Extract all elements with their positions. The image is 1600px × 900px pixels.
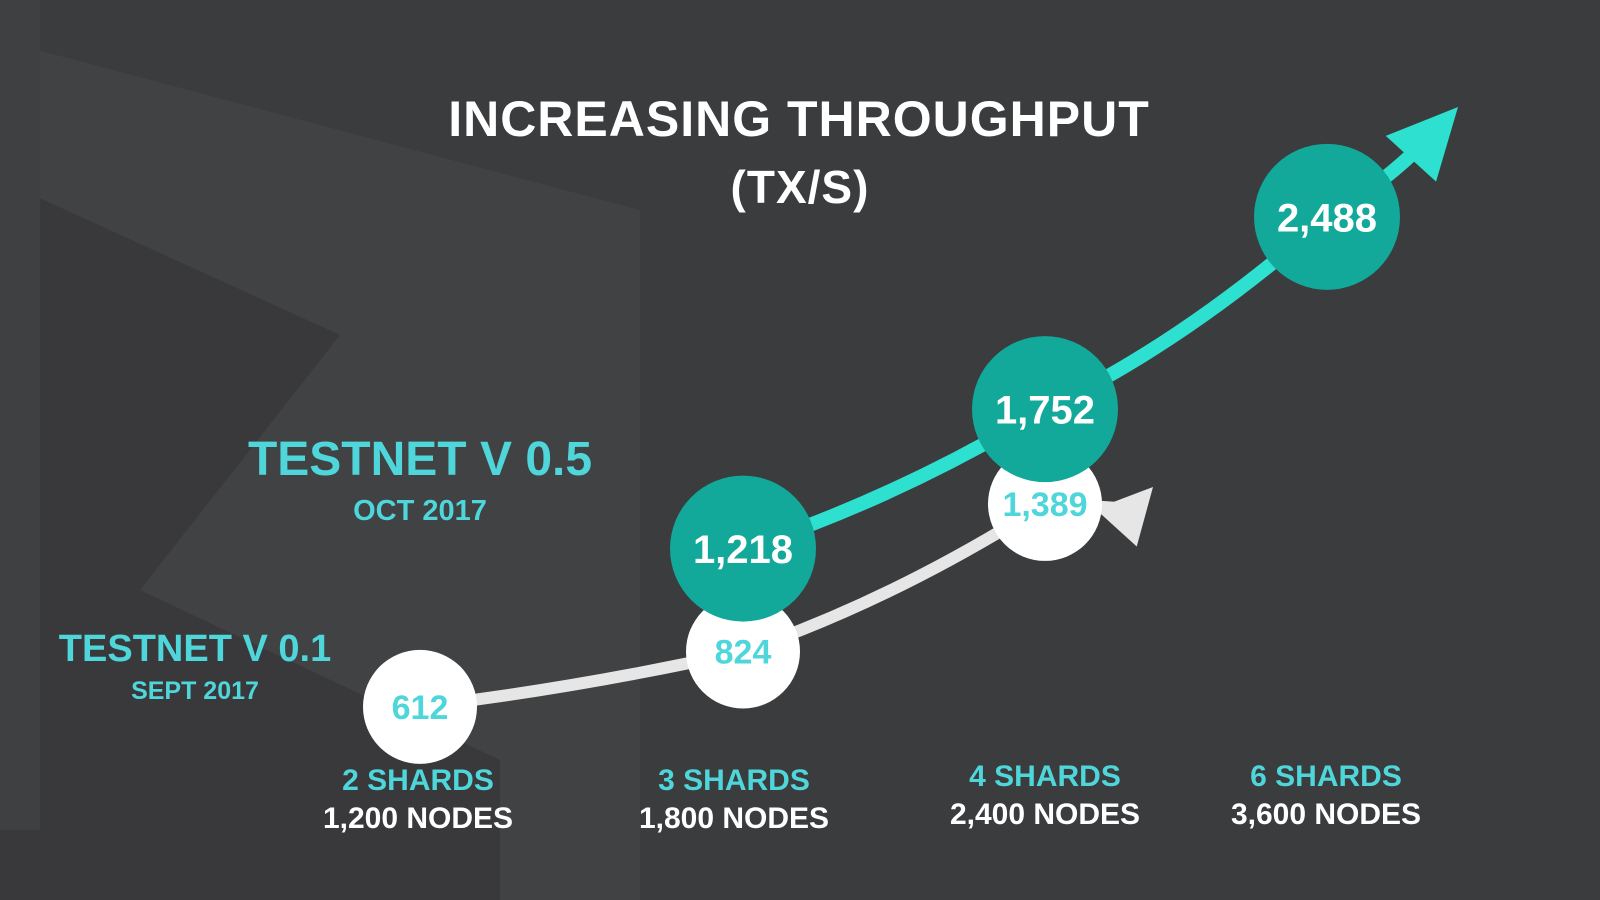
arrow-head <box>1385 107 1458 182</box>
data-point-marker <box>686 594 800 709</box>
category-nodes: 2,400 NODES <box>949 798 1141 831</box>
category-nodes: 3,600 NODES <box>1230 798 1422 831</box>
category-shards: 2 SHARDS <box>342 764 494 797</box>
chart-title: INCREASING THROUGHPUT <box>448 91 1150 147</box>
category-shards: 4 SHARDS <box>969 760 1121 793</box>
series-name: TESTNET V 0.5 <box>247 433 593 486</box>
series-date: OCT 2017 <box>353 495 487 527</box>
data-value-label: 1,389 <box>1002 486 1087 524</box>
data-point-marker <box>972 336 1118 483</box>
series-label-testnet-v01: TESTNET V 0.1 SEPT 2017 <box>30 628 360 706</box>
data-value-label: 1,218 <box>693 528 793 572</box>
category-label-2-shards: 2 SHARDS 1,200 NODES <box>278 762 558 838</box>
category-label-6-shards: 6 SHARDS 3,600 NODES <box>1186 758 1466 834</box>
data-point-marker <box>1254 143 1400 290</box>
category-label-4-shards: 4 SHARDS 2,400 NODES <box>905 758 1185 834</box>
chart-subtitle-units: (TX/S) <box>730 161 870 213</box>
arrow-head <box>1095 487 1153 547</box>
data-value-label: 1,752 <box>995 388 1095 432</box>
data-point-marker <box>363 649 477 764</box>
data-value-label: 2,488 <box>1277 196 1377 240</box>
category-shards: 3 SHARDS <box>658 764 810 797</box>
category-shards: 6 SHARDS <box>1250 760 1402 793</box>
category-nodes: 1,800 NODES <box>638 802 830 835</box>
series-name: TESTNET V 0.1 <box>58 628 332 670</box>
series-date: SEPT 2017 <box>131 677 259 705</box>
series-label-testnet-v05: TESTNET V 0.5 OCT 2017 <box>230 432 610 528</box>
data-value-label: 824 <box>715 634 772 672</box>
data-markers: 612 824 1,389 1,218 1,752 2,488 <box>363 143 1400 764</box>
background-edge-shape <box>0 0 40 830</box>
data-value-label: 612 <box>392 689 449 727</box>
category-nodes: 1,200 NODES <box>322 802 514 835</box>
data-point-marker <box>670 475 816 622</box>
category-label-3-shards: 3 SHARDS 1,800 NODES <box>594 762 874 838</box>
